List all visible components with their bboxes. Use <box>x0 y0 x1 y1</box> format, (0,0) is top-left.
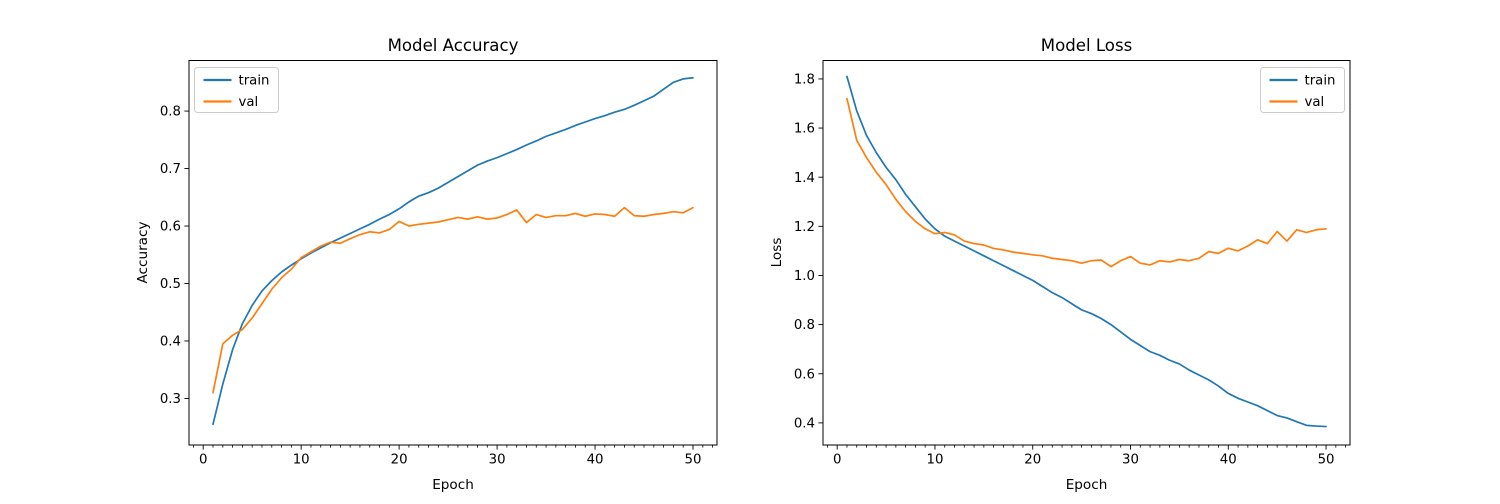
axes-spines <box>822 60 1351 446</box>
legend-val-label: val <box>1305 95 1325 110</box>
y-tick-label: 0.8 <box>160 105 181 120</box>
y-tick-label: 0.5 <box>160 277 181 292</box>
loss-xlabel: Epoch <box>1066 477 1108 493</box>
y-tick-label: 1.4 <box>794 171 815 186</box>
x-tick-label: 50 <box>685 453 702 468</box>
y-tick-label: 0.4 <box>160 335 181 350</box>
y-tick-label: 0.6 <box>794 367 815 382</box>
x-tick-label: 20 <box>1024 453 1041 468</box>
y-tick-label: 1.6 <box>794 122 815 137</box>
legend: train val <box>194 67 279 113</box>
y-tick-label: 1.8 <box>794 73 815 88</box>
y-tick-label: 0.8 <box>794 318 815 333</box>
accuracy-plot-area: 0 10 20 30 40 50 0.3 0.4 0.5 0.6 0.7 0.8 train val <box>160 60 718 468</box>
accuracy-title: Model Accuracy <box>388 36 519 55</box>
x-tick-label: 10 <box>293 453 310 468</box>
x-tick-label: 0 <box>199 453 207 468</box>
train-line <box>212 76 694 426</box>
x-tick-label: 10 <box>926 453 943 468</box>
val-line <box>846 97 1327 268</box>
x-tick-label: 30 <box>1122 453 1139 468</box>
y-tick-label: 0.4 <box>794 416 815 431</box>
axes-spines <box>188 60 718 446</box>
x-tick-label: 0 <box>833 453 841 468</box>
x-tick-label: 40 <box>587 453 604 468</box>
accuracy-ylabel: Accuracy <box>135 221 151 283</box>
x-tick-label: 50 <box>1318 453 1335 468</box>
loss-plot-area: 0 10 20 30 40 50 0.4 0.6 0.8 1.0 1.2 1.4 1.6 1.8 train… <box>794 60 1351 468</box>
legend: train val <box>1260 67 1345 113</box>
legend-val-label: val <box>239 95 259 110</box>
loss-ylabel: Loss <box>769 238 785 268</box>
subplot-accuracy: Model Accuracy Epoch Accuracy 0 10 20 30 40 5… <box>135 36 718 493</box>
y-tick-label: 0.7 <box>160 162 181 177</box>
train-line <box>846 75 1327 428</box>
y-tick-label: 1.2 <box>794 220 815 235</box>
x-tick-label: 30 <box>489 453 506 468</box>
x-axis-ticks: 0 10 20 30 40 50 <box>199 445 701 468</box>
accuracy-xlabel: Epoch <box>432 477 474 493</box>
val-line <box>212 206 694 394</box>
x-axis-ticks: 0 10 20 30 40 50 <box>833 445 1335 468</box>
legend-train-label: train <box>239 74 270 89</box>
subplot-loss: Model Loss Epoch Loss 0 10 20 30 40 500.40.60… <box>769 36 1351 493</box>
loss-title: Model Loss <box>1041 36 1133 55</box>
y-axis-ticks: 0.3 0.4 0.5 0.6 0.7 0.8 <box>160 105 189 407</box>
y-tick-label: 0.3 <box>160 392 181 407</box>
x-tick-label: 40 <box>1220 453 1237 468</box>
y-axis-ticks: 0.4 0.6 0.8 1.0 1.2 1.4 1.6 1.8 <box>794 73 823 431</box>
y-tick-label: 0.6 <box>160 220 181 235</box>
legend-train-label: train <box>1305 74 1336 89</box>
y-tick-label: 1.0 <box>794 269 815 284</box>
x-tick-label: 20 <box>391 453 408 468</box>
